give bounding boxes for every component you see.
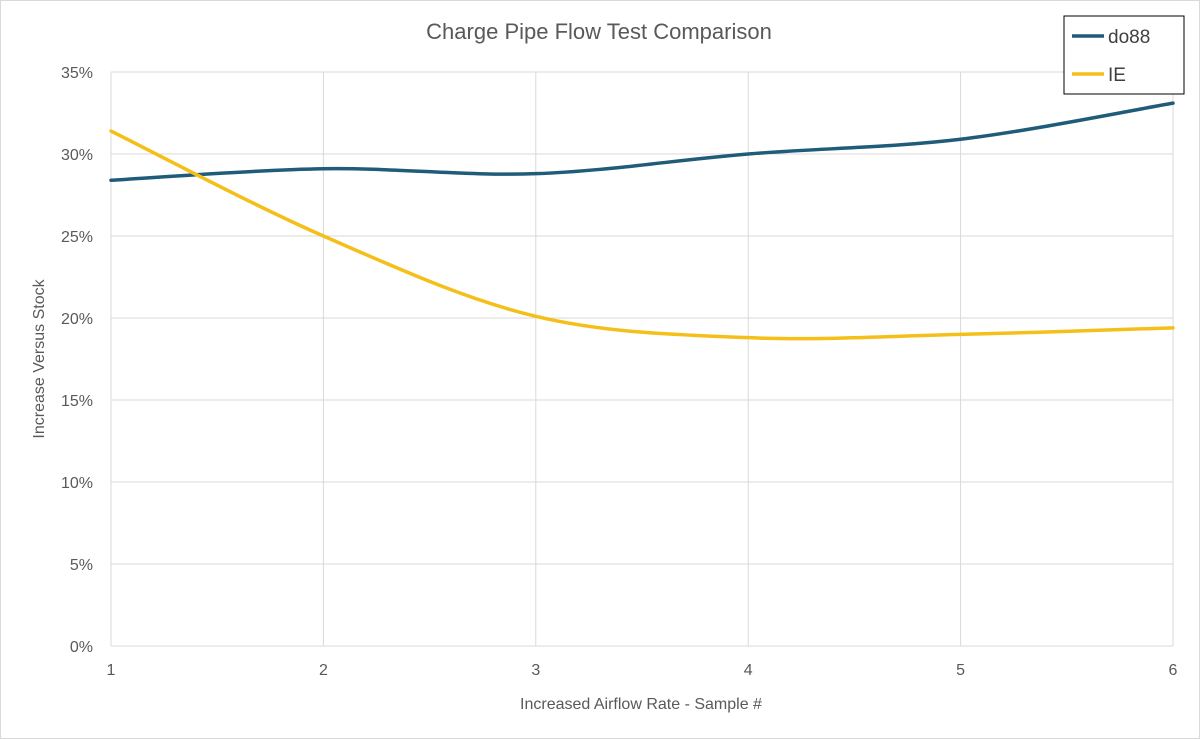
y-tick-label: 25% <box>61 229 93 246</box>
y-tick-label: 15% <box>61 393 93 410</box>
y-tick-label: 5% <box>70 557 93 574</box>
x-axis-ticks: 1 2 3 4 5 6 <box>107 662 1178 679</box>
y-tick-label: 30% <box>61 147 93 164</box>
legend: do88 IE <box>1063 15 1185 95</box>
y-tick-label: 0% <box>70 639 93 656</box>
legend-box <box>1063 15 1185 95</box>
legend-label: do88 <box>1108 27 1150 48</box>
x-tick-label: 3 <box>531 662 540 679</box>
legend-label: IE <box>1108 65 1126 86</box>
y-tick-label: 20% <box>61 311 93 328</box>
series-lines <box>109 101 1175 341</box>
y-axis-title: Increase Versus Stock <box>31 278 48 438</box>
y-tick-label: 35% <box>61 65 93 82</box>
x-tick-label: 4 <box>744 662 753 679</box>
series-line-do88 <box>109 101 1175 182</box>
x-tick-label: 5 <box>956 662 965 679</box>
chart-title: Charge Pipe Flow Test Comparison <box>426 19 772 44</box>
series-line-ie <box>109 129 1175 341</box>
x-tick-label: 1 <box>107 662 116 679</box>
x-tick-label: 2 <box>319 662 328 679</box>
y-tick-label: 10% <box>61 475 93 492</box>
y-axis-ticks: 0% 5% 10% 15% 20% 25% 30% 35% <box>61 65 93 656</box>
x-axis-title: Increased Airflow Rate - Sample # <box>520 696 762 713</box>
gridlines <box>110 71 1174 647</box>
x-tick-label: 6 <box>1169 662 1178 679</box>
